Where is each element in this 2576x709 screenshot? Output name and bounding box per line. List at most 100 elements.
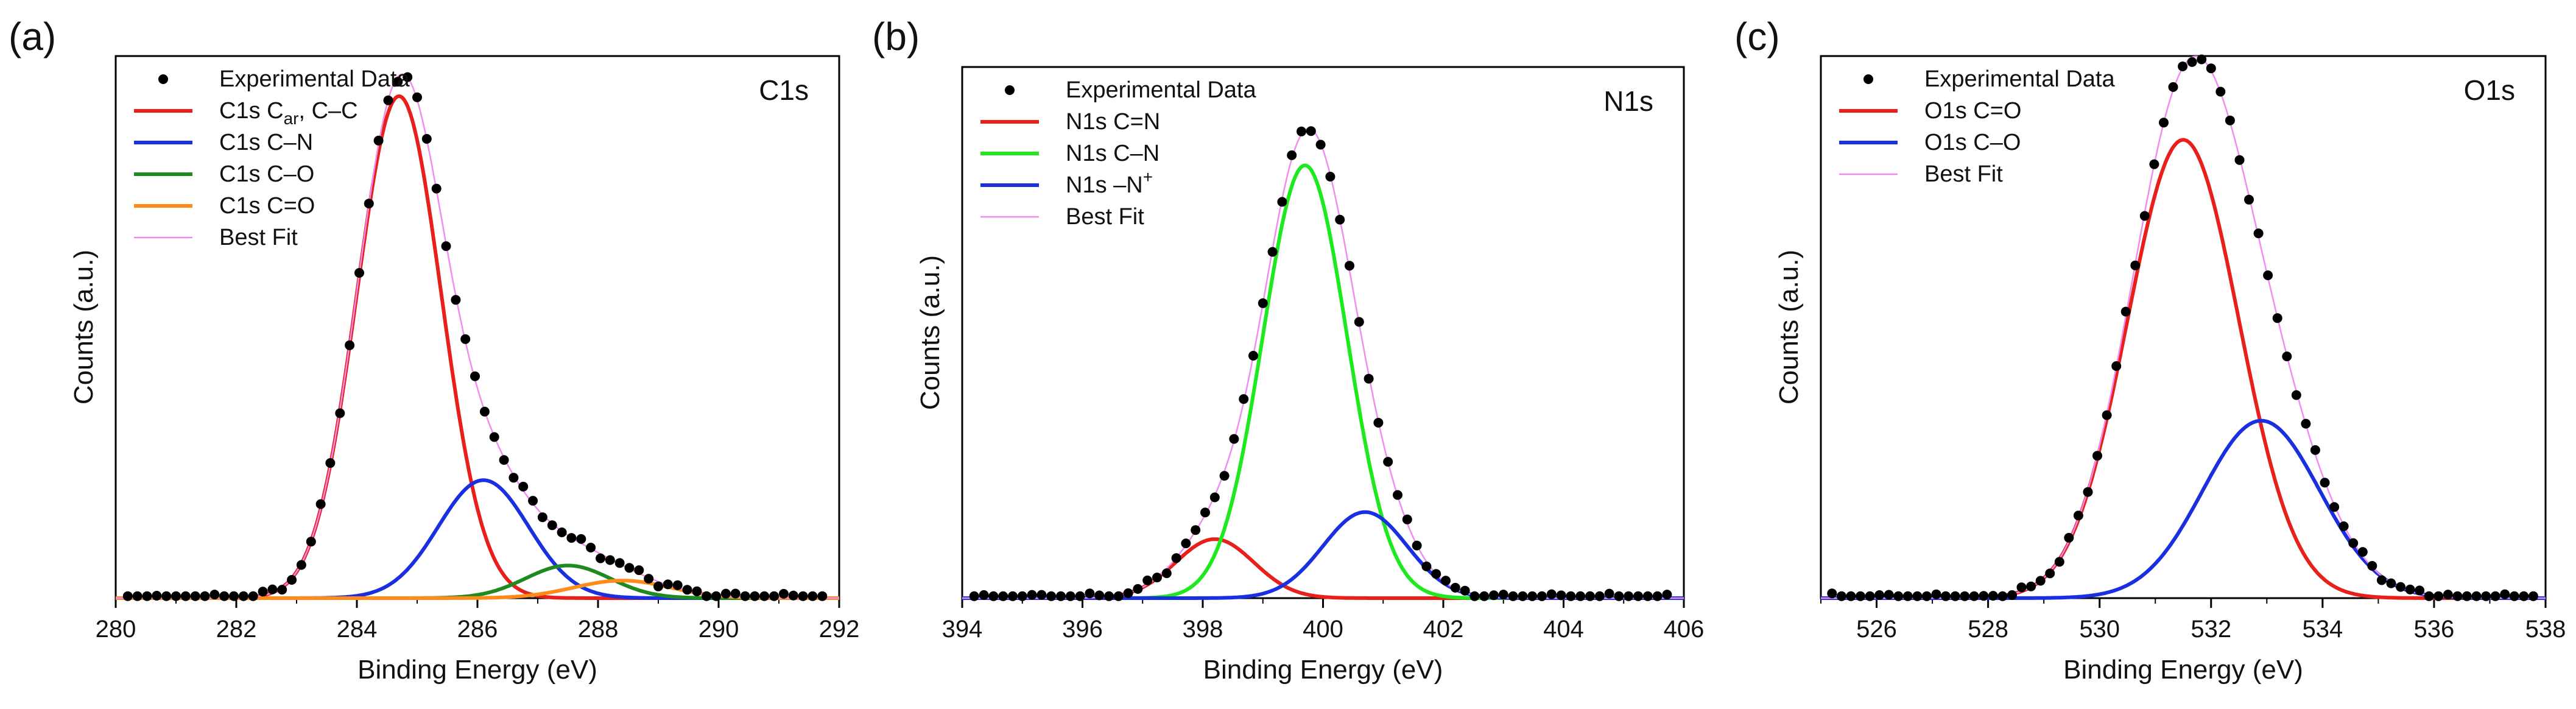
data-point bbox=[1258, 298, 1268, 308]
data-point bbox=[180, 591, 191, 601]
x-tick-label: 526 bbox=[1856, 616, 1897, 643]
data-point bbox=[1960, 591, 1970, 601]
x-tick-label: 396 bbox=[1062, 616, 1103, 643]
data-point bbox=[2415, 585, 2425, 596]
data-point bbox=[325, 458, 336, 468]
data-point bbox=[672, 580, 683, 590]
data-point bbox=[596, 553, 605, 563]
data-point bbox=[788, 590, 798, 601]
data-point bbox=[238, 591, 248, 601]
x-tick-label: 284 bbox=[337, 616, 378, 643]
data-point bbox=[528, 496, 538, 506]
data-point bbox=[653, 581, 663, 591]
data-point bbox=[441, 241, 451, 252]
data-point bbox=[2471, 591, 2482, 601]
data-point bbox=[2443, 590, 2453, 600]
data-point bbox=[624, 563, 635, 573]
data-point bbox=[2111, 361, 2122, 371]
data-point bbox=[1827, 588, 1837, 599]
data-point bbox=[1479, 591, 1490, 601]
legend-label: Best Fit bbox=[1924, 161, 2003, 187]
data-point bbox=[2405, 584, 2415, 594]
legend-marker bbox=[158, 74, 168, 84]
data-point bbox=[1036, 590, 1047, 600]
data-point bbox=[1856, 591, 1865, 601]
data-point bbox=[1402, 514, 1412, 524]
data-point bbox=[1065, 591, 1075, 601]
panel-label: (b) bbox=[872, 15, 920, 58]
data-point bbox=[2054, 557, 2064, 567]
data-point bbox=[1239, 394, 1249, 404]
data-point bbox=[2234, 155, 2245, 165]
component-curve-2 bbox=[1821, 418, 2546, 600]
data-point bbox=[373, 135, 384, 146]
data-point bbox=[1527, 591, 1538, 601]
data-point bbox=[2424, 591, 2434, 601]
data-point bbox=[421, 134, 432, 144]
x-tick-label: 394 bbox=[942, 616, 983, 643]
component-curve-3 bbox=[962, 510, 1684, 600]
data-point bbox=[2149, 159, 2159, 169]
data-point bbox=[1585, 591, 1595, 601]
data-point bbox=[1277, 197, 1287, 207]
data-point bbox=[364, 199, 374, 209]
data-point bbox=[383, 95, 393, 105]
data-point bbox=[798, 591, 808, 601]
chart-panel-1: (a) 280 282 284 286 288 290 292 Binding Energy (… bbox=[9, 15, 859, 685]
data-point bbox=[1412, 540, 1422, 551]
legend-superscript: + bbox=[1143, 168, 1153, 186]
data-point bbox=[1518, 591, 1528, 601]
data-point bbox=[1893, 591, 1904, 601]
panel-label: (a) bbox=[9, 15, 56, 58]
data-point bbox=[1315, 139, 1326, 150]
data-point bbox=[171, 591, 181, 601]
data-point bbox=[1046, 591, 1057, 601]
data-point bbox=[663, 579, 673, 590]
data-point bbox=[2064, 532, 2074, 543]
data-point bbox=[1200, 507, 1210, 518]
data-point bbox=[1865, 591, 1875, 601]
chart-panel-3: (c) 526 528 530 532 534 536 538 Binding Energy (… bbox=[1734, 15, 2566, 685]
legend-label: Best Fit bbox=[219, 225, 298, 250]
data-point bbox=[566, 533, 577, 543]
data-point bbox=[2026, 581, 2036, 591]
data-point bbox=[403, 72, 413, 82]
x-tick-label: 288 bbox=[578, 616, 619, 643]
data-point bbox=[1441, 576, 1451, 586]
data-point bbox=[1267, 247, 1278, 257]
data-point bbox=[644, 574, 654, 584]
data-point bbox=[1604, 588, 1614, 599]
x-tick-label: 280 bbox=[96, 616, 136, 643]
data-point bbox=[682, 585, 692, 595]
legend-label: Experimental Data bbox=[1924, 66, 2115, 92]
data-point bbox=[1431, 569, 1441, 579]
data-point bbox=[296, 560, 306, 570]
data-point bbox=[2168, 82, 2178, 92]
data-point bbox=[209, 590, 220, 600]
data-point bbox=[2528, 591, 2538, 601]
data-point bbox=[1094, 590, 1105, 601]
data-point bbox=[1161, 568, 1172, 579]
data-point bbox=[2016, 582, 2027, 593]
data-point bbox=[460, 334, 471, 344]
x-axis-label: Binding Energy (eV) bbox=[1203, 655, 1443, 685]
data-point bbox=[2092, 451, 2102, 461]
data-point bbox=[122, 591, 133, 601]
data-point bbox=[998, 591, 1008, 601]
data-point bbox=[2225, 115, 2235, 125]
data-point bbox=[345, 340, 355, 350]
data-point bbox=[1056, 591, 1066, 601]
data-point bbox=[634, 565, 644, 576]
data-point bbox=[152, 591, 162, 601]
data-point bbox=[2244, 194, 2254, 205]
data-point bbox=[759, 591, 770, 601]
legend-label: C1s C–O bbox=[219, 161, 314, 187]
legend-label: O1s C=O bbox=[1924, 98, 2021, 124]
data-point bbox=[1152, 573, 1162, 583]
data-point bbox=[1008, 591, 1018, 601]
data-point bbox=[1450, 582, 1460, 593]
data-point bbox=[1345, 261, 1354, 271]
x-tick-label: 532 bbox=[2191, 616, 2231, 643]
data-point bbox=[1508, 591, 1518, 601]
data-point bbox=[2500, 589, 2510, 599]
